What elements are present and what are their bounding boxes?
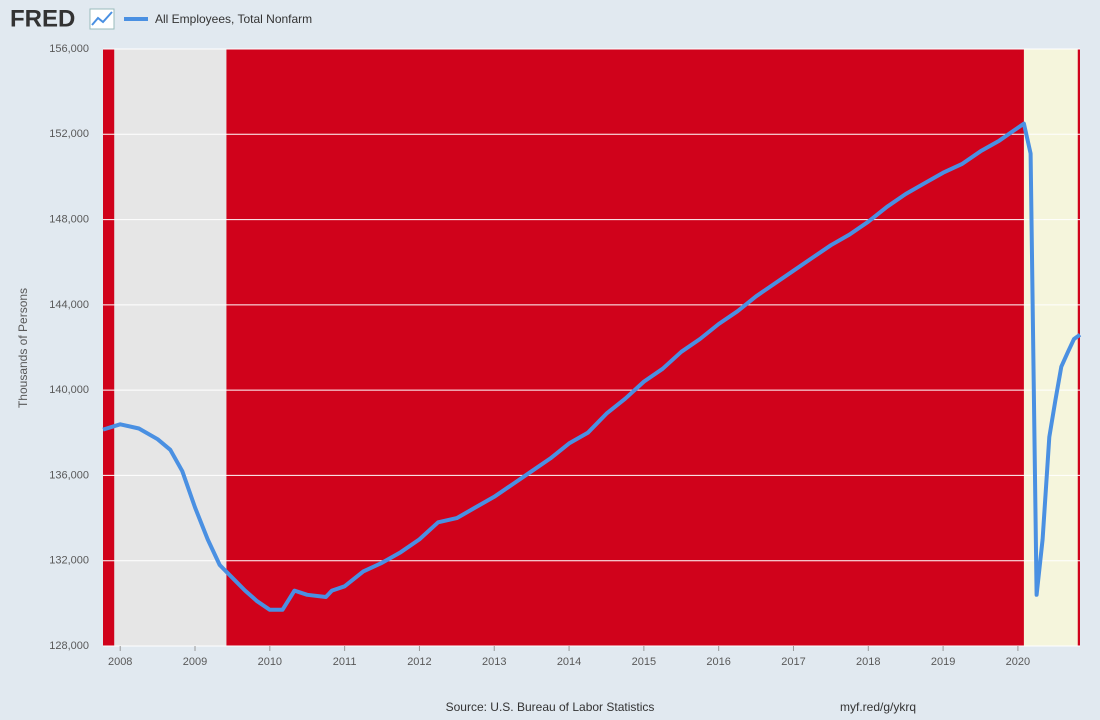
x-tick-label: 2010 [258,656,282,668]
x-tick-label: 2012 [407,656,431,668]
y-axis-label: Thousands of Persons [16,288,30,408]
y-tick-label: 144,000 [49,299,89,311]
shaded-band [114,49,227,646]
y-tick-label: 148,000 [49,213,89,225]
y-tick-label: 128,000 [49,640,89,652]
y-tick-label: 152,000 [49,128,89,140]
link[interactable]: myf.red/g/ykrq [840,700,916,714]
y-tick-label: 140,000 [49,384,89,396]
legend-label: All Employees, Total Nonfarm [155,12,312,26]
x-tick-label: 2011 [333,656,357,668]
x-tick-label: 2015 [632,656,656,668]
x-tick-label: 2020 [1006,656,1030,668]
x-tick-label: 2017 [781,656,805,668]
logo-icon [89,8,115,30]
y-tick-label: 136,000 [49,469,89,481]
x-tick-label: 2018 [856,656,880,668]
plot-background [103,49,1080,646]
x-tick-label: 2013 [482,656,506,668]
x-tick-label: 2009 [183,656,207,668]
logo: FRED [10,5,75,32]
x-tick-label: 2019 [931,656,955,668]
data-line [102,121,1082,612]
source: Source: U.S. Bureau of Labor Statistics [446,700,655,714]
x-tick-label: 2008 [108,656,132,668]
x-tick-label: 2014 [557,656,581,668]
y-tick-label: 156,000 [49,43,89,55]
x-tick-label: 2016 [706,656,730,668]
y-tick-label: 132,000 [49,555,89,567]
